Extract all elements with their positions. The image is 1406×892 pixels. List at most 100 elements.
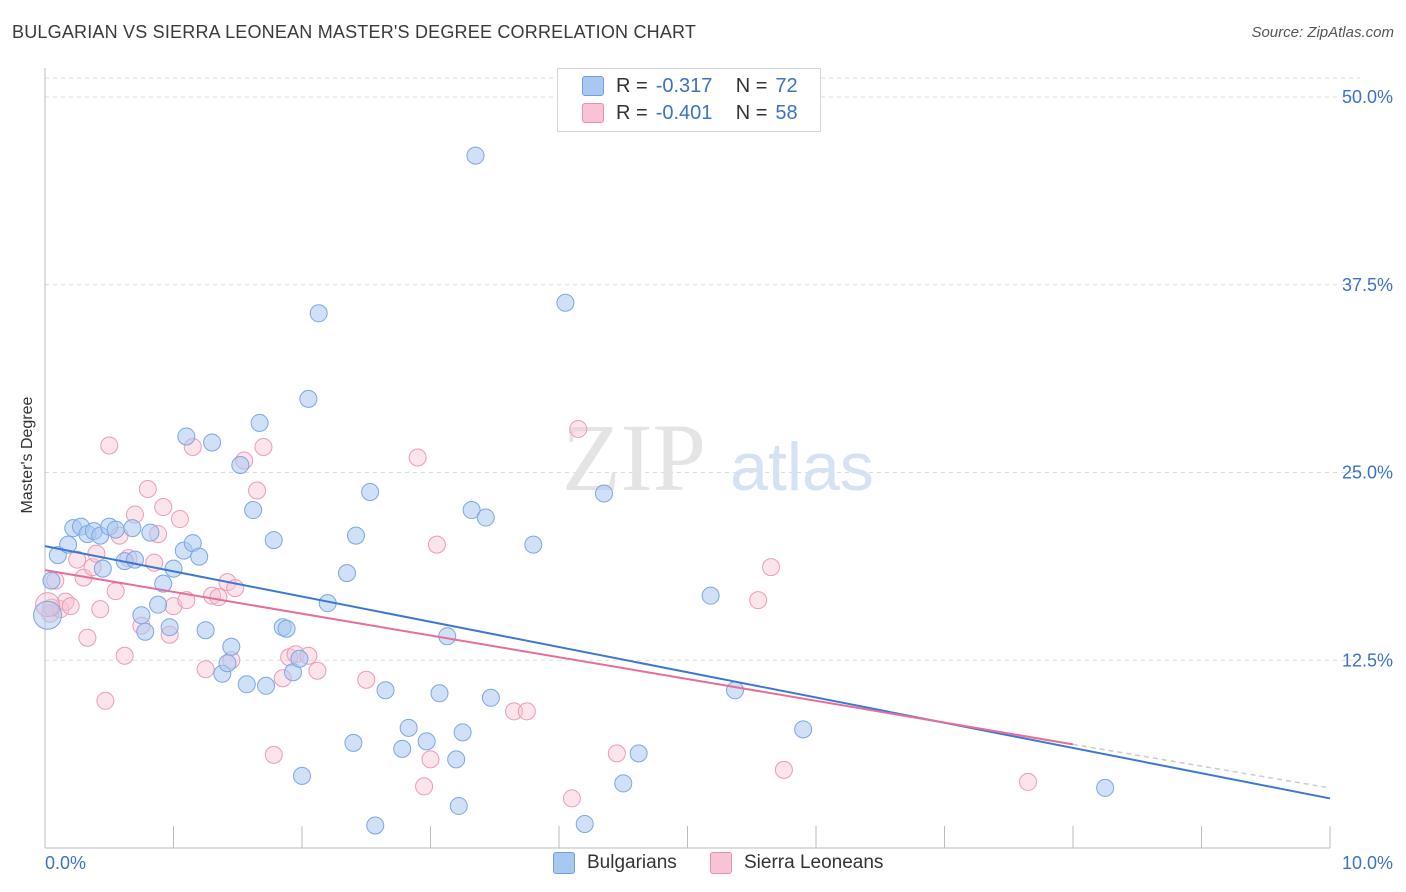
sierra-leoneans-point [254, 437, 273, 456]
bulgarians-point [556, 293, 575, 312]
y-tick-label: 12.5% [1342, 650, 1393, 670]
sierra-leoneans-point [774, 760, 793, 779]
bulgarians-point [466, 146, 485, 165]
bulgarians-point [106, 520, 125, 539]
bulgarians-point [447, 750, 466, 769]
bulgarians-point [366, 816, 385, 835]
sierra-leoneans-point [421, 750, 440, 769]
bulgarians-point [250, 413, 269, 432]
sierra-leoneans-trend-extension [1072, 743, 1331, 789]
legend-swatch-bulgarians [582, 76, 604, 96]
sierra-leoneans-point [415, 777, 434, 796]
bulgarians-point [177, 427, 196, 446]
sierra-leoneans-point [569, 419, 588, 438]
sierra-leoneans-point [78, 628, 97, 647]
y-tick-label: 37.5% [1342, 275, 1393, 295]
bulgarians-point [337, 564, 356, 583]
trend-lines [44, 545, 1331, 800]
legend-r-value: -0.401 [655, 101, 713, 124]
bulgarians-point [476, 508, 495, 527]
bulgarians-point [462, 501, 481, 520]
bulgarians-point [309, 304, 328, 323]
sierra-leoneans-point [1019, 772, 1038, 791]
bulgarians-point [160, 618, 179, 637]
chart-title: BULGARIAN VS SIERRA LEONEAN MASTER'S DEG… [12, 22, 697, 42]
tick-labels: 12.5% 25.0% 37.5% 50.0% 0.0% 10.0% [45, 87, 1393, 873]
legend-label-bulgarians: Bulgarians [587, 852, 677, 873]
bulgarians-point [393, 739, 412, 758]
sierra-leoneans-point [154, 498, 173, 517]
legend-item-sierra-leoneans: Sierra Leoneans [710, 852, 883, 874]
bulgarians-point [344, 733, 363, 752]
sierra-leoneans-point [170, 510, 189, 529]
bulgarians-point [136, 622, 155, 641]
sierra-leoneans-point [505, 702, 524, 721]
sierra-leoneans-point [68, 550, 87, 569]
sierra-leoneans-point [87, 544, 106, 563]
sierra-leoneans-point [517, 702, 536, 721]
bulgarians-point [196, 621, 215, 640]
sierra-leoneans-points [35, 419, 1038, 808]
bulgarians-point [524, 535, 543, 554]
bulgarians-point [264, 531, 283, 550]
bulgarians-point [346, 526, 365, 545]
sierra-leoneans-point [100, 436, 119, 455]
sierra-leoneans-point [749, 591, 768, 610]
bulgarians-point [149, 595, 168, 614]
sierra-leoneans-point [562, 789, 581, 808]
sierra-leoneans-point [209, 588, 228, 607]
legend-item-bulgarians: Bulgarians [553, 852, 677, 874]
sierra-leoneans-point [61, 597, 80, 616]
bulgarians-point [430, 684, 449, 703]
legend-n-value: 58 [775, 101, 798, 124]
sierra-leoneans-point [138, 480, 157, 499]
bulgarians-point [575, 814, 594, 833]
sierra-leoneans-point [91, 600, 110, 619]
bulgarians-point [1096, 778, 1115, 797]
legend-row-bulgarians: R = -0.317 N = 72 [582, 73, 798, 99]
sierra-leoneans-trend-line [44, 569, 1074, 746]
legend-r-label: R = [616, 74, 648, 97]
sierra-leoneans-point [115, 646, 134, 665]
bulgarians-point [794, 720, 813, 739]
legend-r-label: R = [616, 101, 648, 124]
bulgarians-point [449, 796, 468, 815]
bulgarians-point [141, 523, 160, 542]
legend-label-sierra-leoneans: Sierra Leoneans [744, 852, 884, 873]
legend-swatch-bulgarians [553, 852, 575, 874]
bulgarians-point [594, 484, 613, 503]
y-tick-label: 25.0% [1342, 463, 1393, 483]
bulgarians-point [481, 688, 500, 707]
bulgarians-point [237, 675, 256, 694]
bulgarians-point [123, 519, 142, 538]
sierra-leoneans-point [96, 691, 115, 710]
watermark: ZIP atlas [562, 404, 874, 511]
bulgarians-point [376, 681, 395, 700]
bulgarians-point [154, 574, 173, 593]
legend-swatch-sierra-leoneans [710, 852, 732, 874]
bulgarians-point [399, 718, 418, 737]
legend-swatch-sierra-leoneans [582, 103, 604, 123]
bulgarians-point [361, 483, 380, 502]
sierra-leoneans-point [762, 558, 781, 577]
sierra-leoneans-point [248, 481, 267, 500]
bulgarians-point [203, 433, 222, 452]
sierra-leoneans-point [106, 582, 125, 601]
bulgarians-point [438, 627, 457, 646]
legend-r-value: -0.317 [655, 74, 713, 97]
axes [44, 68, 1331, 849]
bulgarians-point [726, 681, 745, 700]
x-tick-label: 10.0% [1342, 853, 1393, 873]
bulgarians-point [701, 586, 720, 605]
legend-n-label: N = [735, 101, 768, 124]
y-tick-label: 50.0% [1342, 87, 1393, 107]
sierra-leoneans-point [408, 448, 427, 467]
bulgarians-point [132, 606, 151, 625]
sierra-leoneans-point [427, 535, 446, 554]
bulgarians-point [290, 649, 309, 668]
bulgarians-point [614, 774, 633, 793]
bulgarians-point [190, 547, 209, 566]
stats-legend: R = -0.317 N = 72 R = -0.401 N = 58 [557, 68, 821, 132]
bulgarians-point [244, 501, 263, 520]
